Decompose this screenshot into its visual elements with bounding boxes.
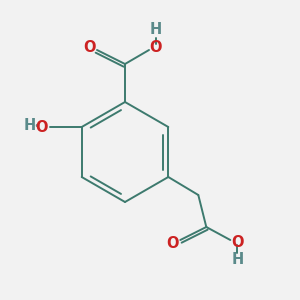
Text: O: O	[166, 236, 178, 250]
Text: O: O	[35, 119, 48, 134]
Text: H: H	[24, 118, 36, 133]
Text: O: O	[231, 235, 244, 250]
Text: O: O	[83, 40, 95, 56]
Text: O: O	[150, 40, 162, 56]
Text: H: H	[231, 253, 243, 268]
Text: H: H	[150, 22, 162, 38]
